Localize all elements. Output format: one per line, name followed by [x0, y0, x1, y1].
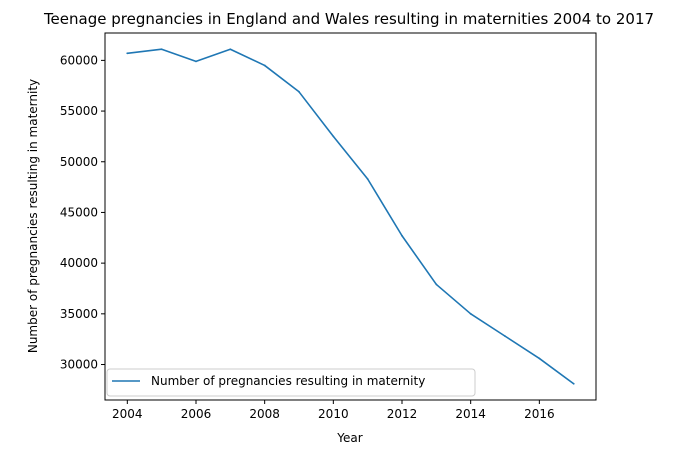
series-line [126, 48, 575, 385]
data-point [572, 382, 575, 385]
y-axis-ticks: 30000 35000 40000 45000 50000 55000 60000 [60, 53, 105, 372]
x-tick-label: 2016 [524, 407, 555, 421]
x-tick-label: 2014 [455, 407, 486, 421]
x-tick-label: 2008 [249, 407, 280, 421]
data-point [435, 283, 438, 286]
series-layer [126, 48, 575, 385]
data-point [298, 90, 300, 93]
data-point [366, 178, 369, 180]
data-point [504, 335, 506, 338]
x-axis-ticks: 2004 2006 2008 2010 2012 2014 2016 [112, 400, 555, 421]
x-axis-label: Year [336, 431, 362, 445]
legend: Number of pregnancies resulting in mater… [106, 368, 476, 397]
y-tick-label: 60000 [60, 53, 98, 67]
x-tick-label: 2004 [112, 407, 143, 421]
x-tick-label: 2006 [181, 407, 212, 421]
y-tick-label: 35000 [60, 307, 98, 321]
data-point [229, 48, 232, 51]
data-point [332, 135, 335, 138]
data-point [263, 64, 266, 67]
data-point [538, 357, 541, 360]
plot-area [104, 32, 597, 401]
y-axis-label: Number of pregnancies resulting in mater… [26, 79, 40, 353]
data-point [160, 48, 163, 51]
legend-label: Number of pregnancies resulting in mater… [151, 374, 425, 388]
chart-title: Teenage pregnancies in England and Wales… [43, 10, 654, 28]
x-tick-label: 2012 [387, 407, 418, 421]
legend-box [106, 368, 476, 397]
data-point [126, 52, 129, 55]
data-point [401, 234, 403, 237]
y-tick-label: 45000 [60, 205, 98, 219]
y-tick-label: 50000 [60, 155, 98, 169]
y-tick-label: 55000 [60, 104, 98, 118]
y-tick-label: 30000 [60, 358, 98, 372]
y-tick-label: 40000 [60, 256, 98, 270]
plot-frame [104, 32, 597, 401]
data-point [469, 312, 472, 315]
data-point [195, 60, 197, 63]
x-tick-label: 2010 [318, 407, 349, 421]
